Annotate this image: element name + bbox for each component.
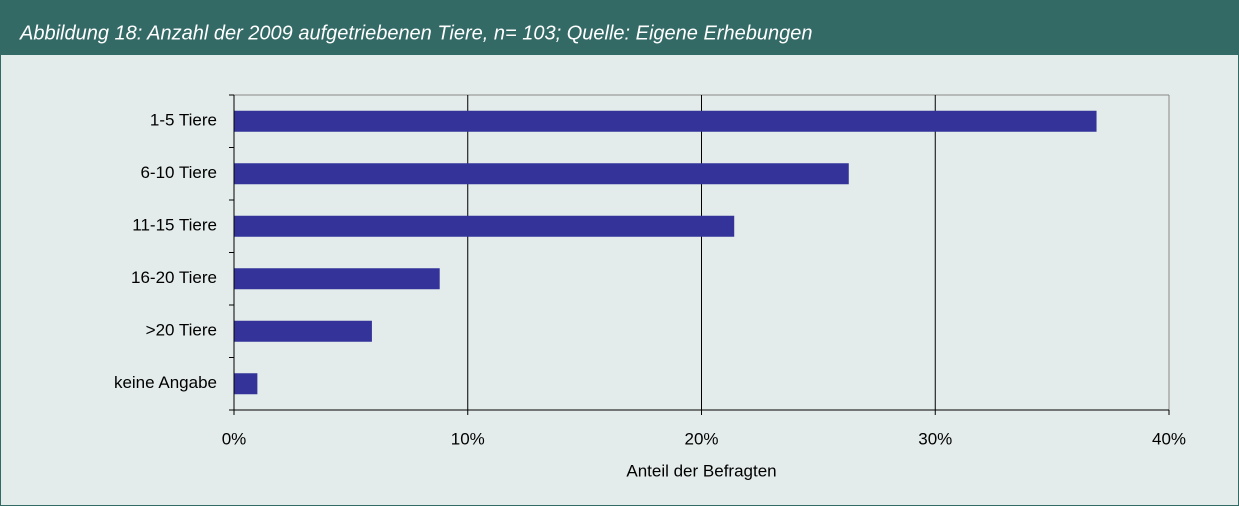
y-tick-label: 11-15 Tiere — [132, 216, 217, 235]
bar — [234, 320, 372, 342]
y-tick-label: >20 Tiere — [146, 321, 217, 340]
x-tick-label: 30% — [918, 429, 952, 448]
bar — [234, 110, 1097, 132]
y-tick-label: keine Angabe — [114, 373, 217, 392]
y-tick-label: 6-10 Tiere — [140, 163, 217, 182]
y-tick-label: 1-5 Tiere — [150, 111, 217, 130]
bar — [234, 268, 440, 290]
x-tick-label: 0% — [222, 429, 247, 448]
bar — [234, 373, 258, 395]
chart-title: Abbildung 18: Anzahl der 2009 aufgetrieb… — [19, 22, 812, 44]
y-tick-label: 16-20 Tiere — [131, 268, 217, 287]
x-axis-label: Anteil der Befragten — [626, 461, 776, 480]
x-tick-label: 20% — [684, 429, 718, 448]
x-tick-label: 10% — [451, 429, 485, 448]
bar — [234, 163, 849, 185]
x-tick-label: 40% — [1152, 429, 1186, 448]
header — [0, 0, 1239, 55]
bar — [234, 215, 735, 237]
